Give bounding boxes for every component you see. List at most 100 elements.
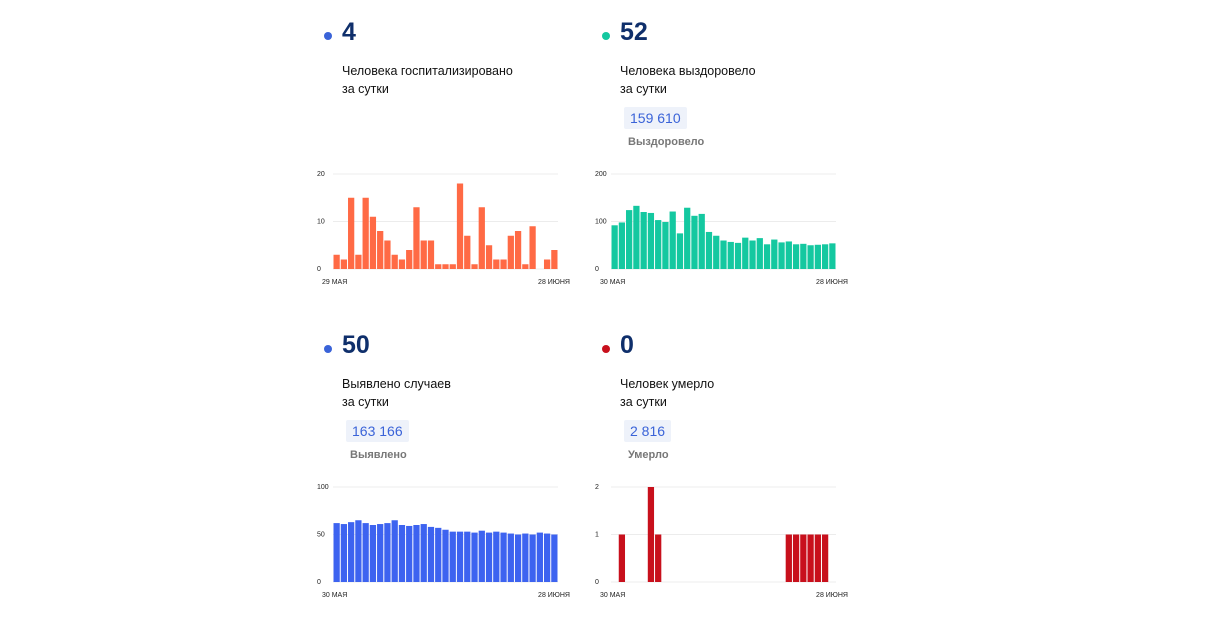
bar bbox=[340, 259, 348, 269]
bar bbox=[427, 526, 435, 582]
bar bbox=[384, 240, 391, 269]
card-recovered: 52 Человека выздоровело за сутки 159 610… bbox=[591, 0, 851, 300]
bar bbox=[698, 213, 705, 269]
card-deaths: 0 Человек умерло за сутки 2 816 Умерло 0… bbox=[591, 313, 851, 613]
daily-number: 4 bbox=[342, 18, 356, 46]
bar bbox=[456, 183, 464, 269]
caption: Выявлено случаев за сутки bbox=[342, 375, 451, 411]
bar bbox=[413, 525, 420, 582]
bar bbox=[514, 231, 522, 269]
y-tick-label: 100 bbox=[595, 219, 607, 226]
bar bbox=[734, 242, 742, 269]
bar bbox=[391, 254, 398, 269]
caption: Человек умерло за сутки bbox=[620, 375, 714, 411]
bar bbox=[551, 250, 558, 269]
bar bbox=[800, 243, 807, 269]
bar bbox=[377, 231, 384, 269]
bar bbox=[464, 235, 471, 269]
bar bbox=[435, 264, 442, 269]
bar bbox=[727, 241, 734, 269]
bar bbox=[785, 241, 792, 269]
bar bbox=[543, 259, 551, 269]
bar bbox=[742, 237, 749, 269]
bar bbox=[449, 531, 456, 582]
bar bbox=[618, 534, 626, 582]
indicator-dot bbox=[602, 32, 610, 40]
bar bbox=[406, 525, 413, 582]
bar bbox=[340, 524, 348, 582]
indicator-dot bbox=[324, 345, 332, 353]
daily-number: 50 bbox=[342, 331, 370, 359]
bar bbox=[536, 532, 543, 582]
caption: Человека госпитализировано за сутки bbox=[342, 62, 513, 98]
bar bbox=[647, 487, 655, 582]
bar bbox=[420, 524, 427, 582]
bar bbox=[529, 226, 536, 269]
bar bbox=[398, 525, 406, 582]
bar bbox=[398, 259, 406, 269]
bar bbox=[478, 530, 485, 582]
bar bbox=[377, 524, 384, 582]
bar bbox=[669, 211, 676, 269]
bar bbox=[691, 215, 698, 269]
bar bbox=[756, 238, 763, 269]
bar bbox=[384, 523, 391, 582]
bar-chart-deaths: 0 1 2 30 МАЯ 28 ИЮНЯ bbox=[595, 484, 848, 599]
bar bbox=[763, 244, 771, 269]
bar bbox=[778, 242, 785, 269]
caption-line-1: Человек умерло bbox=[620, 377, 715, 391]
bar bbox=[749, 240, 756, 269]
bar bbox=[464, 531, 471, 582]
bar bbox=[493, 259, 500, 269]
bar bbox=[493, 531, 500, 582]
bar bbox=[626, 210, 633, 269]
bar bbox=[814, 534, 821, 582]
bar bbox=[333, 254, 340, 269]
bar bbox=[333, 523, 340, 582]
total-label: Умерло bbox=[628, 449, 669, 461]
bar bbox=[485, 245, 493, 269]
bar bbox=[551, 534, 558, 582]
caption: Человека выздоровело за сутки bbox=[620, 62, 756, 98]
bar bbox=[705, 231, 713, 269]
bar bbox=[771, 239, 778, 269]
y-tick-label: 10 bbox=[317, 219, 325, 226]
bar bbox=[829, 243, 836, 269]
x-end-label: 28 ИЮНЯ bbox=[816, 592, 848, 599]
caption-line-2: за сутки bbox=[342, 82, 389, 96]
bar bbox=[471, 532, 478, 582]
bar bbox=[362, 197, 369, 269]
total-value: 159 610 bbox=[624, 107, 687, 129]
bar bbox=[529, 534, 536, 582]
bar bbox=[662, 221, 669, 269]
bar bbox=[442, 529, 449, 582]
x-end-label: 28 ИЮНЯ bbox=[816, 279, 848, 286]
bar bbox=[633, 205, 640, 269]
card-hospitalized: 4 Человека госпитализировано за сутки 0 1… bbox=[313, 0, 573, 300]
x-start-label: 30 МАЯ bbox=[600, 592, 625, 599]
bar bbox=[522, 264, 529, 269]
bar bbox=[611, 225, 618, 269]
bar bbox=[792, 244, 800, 269]
bar bbox=[785, 534, 792, 582]
bar bbox=[413, 207, 420, 269]
bar bbox=[655, 220, 662, 269]
bar bbox=[355, 520, 362, 582]
caption-line-1: Человека госпитализировано bbox=[342, 64, 513, 78]
bar bbox=[348, 197, 355, 269]
y-tick-label: 0 bbox=[595, 579, 599, 586]
total-label: Выздоровело bbox=[628, 136, 705, 148]
bar bbox=[442, 264, 449, 269]
caption-line-2: за сутки bbox=[342, 395, 389, 409]
bar bbox=[507, 533, 514, 582]
x-start-label: 30 МАЯ bbox=[322, 592, 347, 599]
y-tick-label: 20 bbox=[317, 171, 325, 178]
bar bbox=[800, 534, 807, 582]
bar bbox=[406, 250, 413, 269]
indicator-dot bbox=[324, 32, 332, 40]
indicator-dot bbox=[602, 345, 610, 353]
bar bbox=[676, 233, 684, 269]
bar bbox=[684, 207, 691, 269]
daily-number: 52 bbox=[620, 18, 648, 46]
bar bbox=[543, 533, 551, 582]
